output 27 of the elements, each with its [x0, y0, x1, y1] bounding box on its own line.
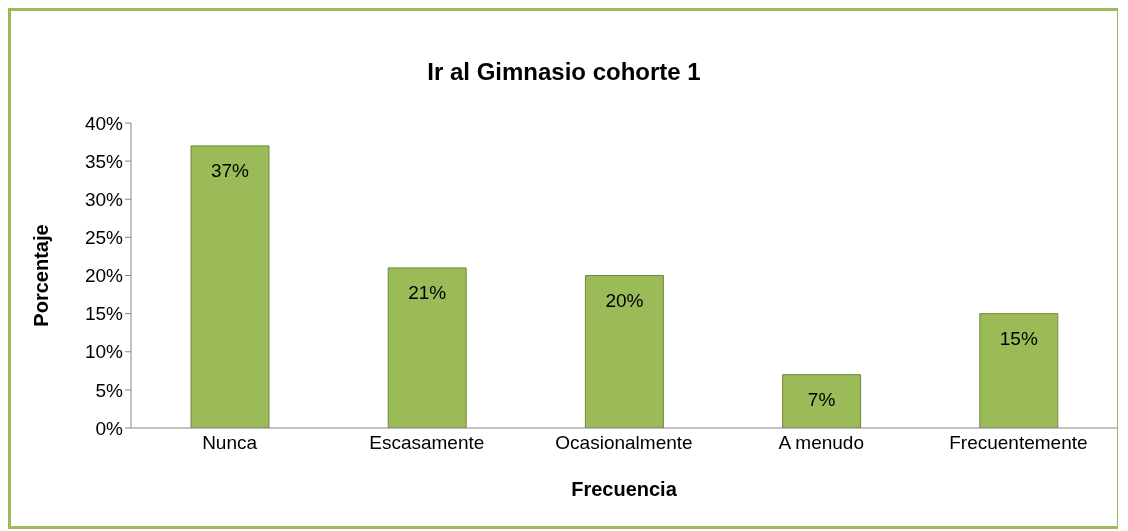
y-tick-label: 30% — [84, 188, 124, 210]
data-label: 21% — [408, 282, 447, 304]
data-label: 37% — [210, 160, 250, 182]
data-label: 20% — [605, 289, 644, 311]
x-tick-label: A menudo — [778, 432, 864, 454]
y-tick-label: 5% — [95, 379, 124, 401]
bar — [190, 145, 270, 428]
y-tick-label: 40% — [84, 112, 124, 134]
data-label: 7% — [807, 389, 836, 411]
bar — [782, 374, 862, 428]
bar — [387, 267, 467, 428]
x-tick-label: Escasamente — [369, 432, 485, 454]
bar — [584, 275, 664, 428]
data-label: 15% — [999, 328, 1038, 350]
y-tick-label: 20% — [84, 265, 124, 287]
x-tick-label: Frecuentemente — [949, 432, 1088, 454]
y-tick-label: 35% — [84, 150, 124, 172]
bar — [979, 313, 1059, 428]
x-axis-title: Frecuencia — [571, 478, 678, 500]
x-tick-label: Nunca — [202, 432, 258, 454]
y-tick-label: 10% — [84, 341, 124, 363]
x-tick-label: Ocasionalmente — [555, 432, 693, 454]
y-tick-label: 25% — [84, 227, 124, 249]
chart-title: Ir al Gimnasio cohorte 1 — [426, 58, 702, 86]
y-tick-label: 0% — [95, 417, 124, 439]
y-tick-label: 15% — [84, 303, 124, 325]
y-axis-title: Porcentaje — [30, 224, 53, 327]
